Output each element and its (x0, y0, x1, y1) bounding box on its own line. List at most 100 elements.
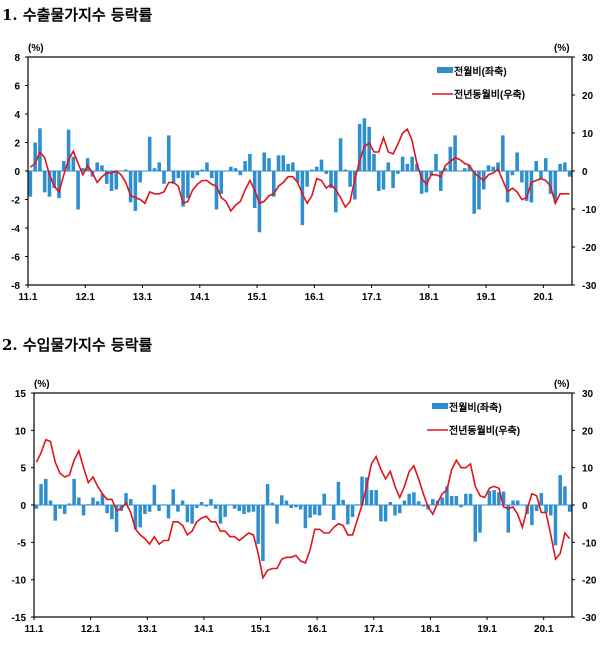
bar-mom (77, 497, 81, 505)
bar-mom (62, 505, 67, 514)
bar-mom (33, 142, 37, 171)
bar-mom (180, 500, 185, 505)
bar-mom (379, 505, 383, 522)
bar-mom (346, 505, 350, 525)
bar-mom (199, 502, 204, 505)
bar-mom (393, 505, 397, 516)
bar-mom (553, 171, 558, 203)
bar-mom (464, 493, 468, 505)
bar-mom (544, 505, 548, 513)
bar-mom (496, 162, 500, 171)
bar-mom (162, 171, 166, 184)
bar-mom (353, 171, 357, 200)
bar-mom (124, 169, 128, 171)
right-tick-label: 20 (582, 91, 594, 102)
bar-mom (567, 505, 572, 512)
bar-mom (295, 171, 300, 183)
bar-mom (57, 171, 61, 199)
bar-mom (317, 505, 322, 516)
left-tick-label: 0 (14, 167, 20, 178)
bar-mom (429, 171, 434, 176)
x-tick-label: 18.1 (421, 624, 441, 635)
bar-mom (95, 162, 99, 171)
bar-mom (195, 171, 200, 176)
bar-mom (209, 171, 214, 179)
bar-mom (472, 171, 476, 214)
bar-mom (243, 161, 247, 171)
bar-mom (563, 486, 567, 505)
bar-mom (558, 163, 562, 171)
left-tick-label: -6 (11, 253, 20, 264)
bar-mom (549, 505, 553, 516)
bar-mom (232, 505, 237, 509)
left-tick-label: 0 (20, 501, 26, 512)
bar-mom (237, 505, 242, 511)
bar-mom (539, 493, 544, 505)
bar-mom (138, 171, 142, 183)
bar-mom (218, 505, 223, 524)
bar-mom (200, 169, 204, 171)
bar-mom (553, 505, 558, 546)
bar-mom (261, 505, 265, 561)
bar-mom (176, 171, 181, 179)
bar-mom (478, 505, 482, 533)
bar-mom (100, 493, 105, 505)
bar-mom (462, 168, 467, 171)
left-unit-label: (%) (34, 379, 50, 390)
right-unit-label: (%) (554, 379, 570, 390)
bar-mom (138, 505, 142, 528)
x-tick-label: 20.1 (534, 624, 554, 635)
bar-mom (42, 171, 47, 193)
bar-mom (331, 505, 336, 520)
bar-mom (219, 171, 224, 194)
bar-mom (445, 486, 449, 505)
bar-mom (534, 505, 539, 511)
left-tick-label: 6 (14, 82, 20, 93)
bar-mom (39, 484, 43, 505)
bar-mom (567, 171, 572, 177)
bar-mom (128, 499, 133, 505)
left-tick-label: 4 (14, 110, 20, 121)
bar-mom (308, 505, 312, 518)
right-tick-label: 10 (582, 464, 594, 475)
line-yoy (35, 438, 571, 580)
bar-mom (383, 505, 388, 522)
bar-mom (280, 495, 284, 505)
right-tick-label: -30 (582, 281, 597, 292)
bar-mom (81, 168, 85, 171)
bar-mom (467, 165, 472, 171)
bar-mom (506, 505, 511, 533)
bar-mom (157, 162, 162, 171)
bar-mom (44, 478, 48, 505)
bar-mom (303, 505, 308, 529)
bar-mom (262, 152, 266, 171)
bar-mom (534, 161, 538, 171)
bar-mom (443, 168, 448, 171)
x-tick-label: 13.1 (133, 292, 153, 303)
bar-mom (157, 505, 161, 511)
bar-mom (491, 166, 496, 171)
bar-mom (34, 505, 39, 509)
bar-mom (407, 493, 411, 505)
left-tick-label: -10 (12, 576, 27, 587)
bar-mom (223, 505, 227, 517)
bar-mom (47, 171, 52, 197)
bar-mom (372, 153, 376, 171)
bar-mom (473, 505, 478, 542)
bar-mom (104, 171, 109, 184)
bar-mom (357, 123, 362, 171)
bar-mom (181, 171, 185, 207)
bar-mom (265, 484, 270, 505)
right-unit-label: (%) (554, 43, 570, 54)
bar-mom (53, 505, 57, 521)
bar-mom (166, 135, 171, 171)
bar-mom (52, 171, 57, 189)
bar-mom (539, 171, 543, 180)
right-tick-label: 10 (582, 129, 594, 140)
bar-mom (270, 502, 275, 505)
legend-bar-swatch (432, 403, 448, 409)
bar-mom (453, 135, 457, 171)
bar-mom (66, 129, 71, 171)
bar-mom (171, 171, 176, 184)
